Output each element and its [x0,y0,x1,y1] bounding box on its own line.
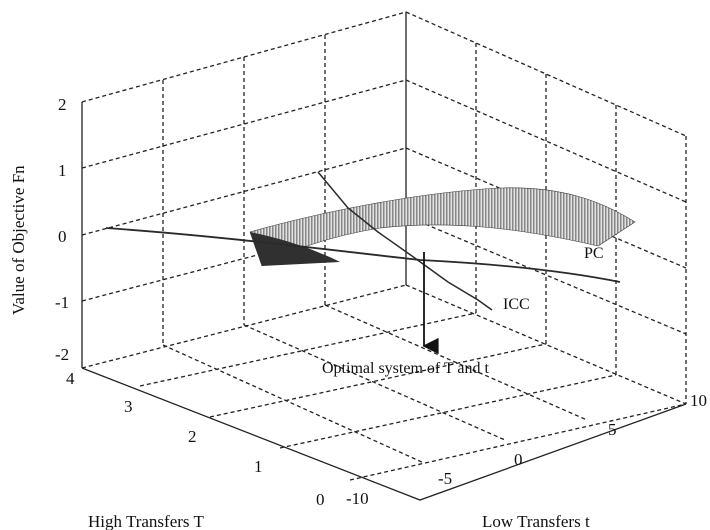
T-tick: 3 [124,397,133,416]
T-tick: 0 [316,490,325,509]
axes-frame [81,12,687,501]
z-tick: 1 [58,161,67,180]
label-icc: ICC [503,296,530,313]
grid-left-wall [81,11,407,369]
label-pc: PC [584,245,604,262]
curve-icc [317,171,493,311]
z-tick: 2 [58,95,67,114]
label-optimum: Optimal system of T and t [322,360,490,377]
surface-pc [249,187,636,267]
grid-floor [139,284,687,481]
curve-pc [105,227,621,283]
T-tick: 4 [66,369,75,388]
z-tick: -1 [55,293,69,312]
z-tick: -2 [55,345,69,364]
z-axis-label: Value of Objective Fn [9,165,28,315]
T-tick: 2 [188,427,197,446]
T-tick: 1 [254,457,263,476]
T-axis-label: High Transfers T [88,512,204,530]
t-tick: -5 [438,469,452,488]
grid-right-wall [405,11,687,404]
t-axis-label: Low Transfers t [482,512,590,530]
t-tick: 10 [690,391,707,410]
t-tick: 0 [514,450,523,469]
t-tick: 5 [608,420,617,439]
t-tick: -10 [346,489,369,508]
z-tick: 0 [58,227,67,246]
surface-pc-underside [250,232,340,266]
